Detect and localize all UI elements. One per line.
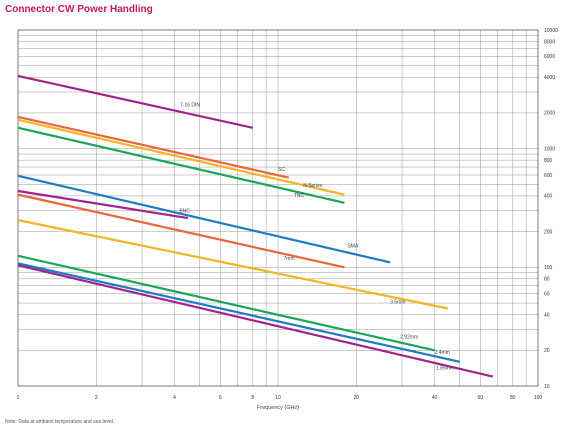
y-tick-label: 200 <box>544 229 553 235</box>
series-label-bnc: BNC <box>179 208 190 214</box>
series-line-sc <box>17 115 290 179</box>
x-tick-label: 20 <box>353 395 359 401</box>
series-labels: 7-16 DIN SC N Series TNC SMA BNC 7mm 3.5mm 2.92m… <box>179 103 454 372</box>
x-tick-label: 10 <box>275 395 281 401</box>
y-tick-label: 100 <box>544 265 553 271</box>
series-line-bnc <box>17 189 189 220</box>
series-group <box>17 74 494 378</box>
x-axis-label: Frequency (GHz) <box>257 405 299 411</box>
series-label-2-92mm: 2.92mm <box>400 334 418 340</box>
y-tick-label: 40 <box>544 312 550 318</box>
y-tick-label: 600 <box>544 173 553 179</box>
series-line-2-4mm <box>17 262 460 363</box>
series-line-sma <box>17 174 391 264</box>
x-tick-label: 6 <box>219 395 222 401</box>
y-tick-label: 6000 <box>544 54 555 60</box>
x-tick-label: 100 <box>534 395 543 401</box>
y-tick-label: 10000 <box>544 28 558 34</box>
series-label-7-16-din: 7-16 DIN <box>180 103 200 109</box>
y-tick-label: 4000 <box>544 75 555 81</box>
y-tick-label: 8000 <box>544 39 555 45</box>
y-tick-label: 20 <box>544 348 550 354</box>
x-tick-label: 80 <box>510 395 516 401</box>
grid <box>18 30 538 386</box>
x-tick-label: 40 <box>432 395 438 401</box>
series-label-sc: SC <box>278 167 285 173</box>
series-line-7mm <box>17 193 345 269</box>
y-tick-label: 80 <box>544 277 550 283</box>
x-tick-label: 4 <box>173 395 176 401</box>
series-label-2-4mm: 2.4mm <box>435 350 450 356</box>
footnote: Note: Data at ambient temperature and se… <box>5 419 115 425</box>
series-line-7-16-din <box>17 74 254 129</box>
plot-frame <box>17 29 539 387</box>
y-tick-label: 400 <box>544 194 553 200</box>
y-tick-label: 1000 <box>544 146 555 152</box>
series-line-2-92mm <box>17 254 435 352</box>
series-label-1-85mm: 1.85mm <box>436 365 454 371</box>
series-label-n-series: N Series <box>303 183 323 189</box>
x-tick-label: 1 <box>17 395 20 401</box>
x-tick-label: 60 <box>478 395 484 401</box>
x-tick-label: 2 <box>95 395 98 401</box>
series-line-3-5mm <box>17 219 449 310</box>
y-tick-label: 800 <box>544 158 553 164</box>
series-label-tnc: TNC <box>294 193 305 199</box>
y-tick-label: 60 <box>544 291 550 297</box>
series-label-7mm: 7mm <box>284 256 295 262</box>
y-tick-label: 10 <box>544 384 550 390</box>
series-line-n-series <box>17 118 345 196</box>
series-label-sma: SMA <box>347 243 359 249</box>
series-line-1-85mm <box>17 264 494 378</box>
series-line-tnc <box>17 126 345 204</box>
y-tick-label: 2000 <box>544 111 555 117</box>
series-label-3-5mm: 3.5mm <box>390 300 405 306</box>
x-tick-label: 8 <box>251 395 254 401</box>
chart-title: Connector CW Power Handling <box>5 4 153 15</box>
x-tick-labels: 1 2 4 6 8 10 20 40 60 80 100 <box>17 395 543 401</box>
y-tick-labels: 10000 8000 6000 4000 2000 1000 800 600 400 200 100… <box>544 28 558 390</box>
